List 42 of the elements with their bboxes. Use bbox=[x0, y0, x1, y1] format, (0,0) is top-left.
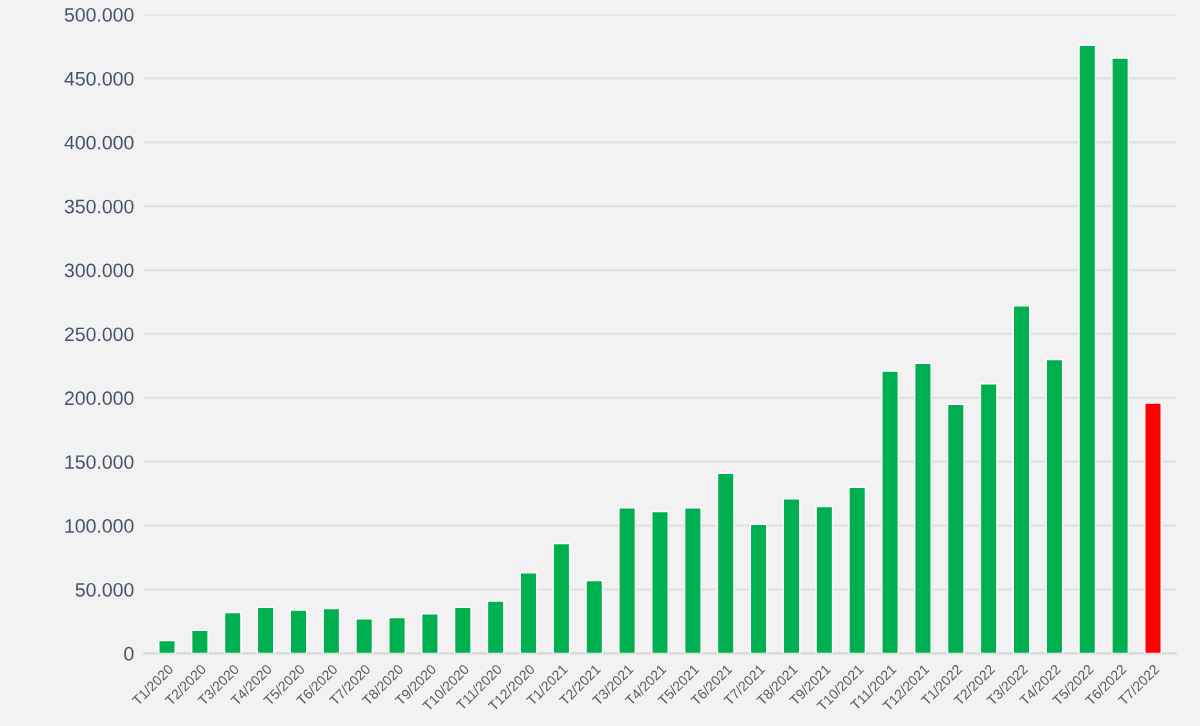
bar bbox=[388, 616, 406, 654]
bar bbox=[421, 613, 439, 654]
bar bbox=[585, 579, 604, 654]
bar bbox=[453, 606, 472, 654]
bar bbox=[651, 510, 669, 654]
y-tick-label: 300.000 bbox=[64, 263, 134, 278]
bar bbox=[749, 523, 768, 654]
bar bbox=[1111, 57, 1130, 654]
y-tick-label: 200.000 bbox=[64, 391, 134, 406]
bar bbox=[979, 383, 998, 654]
bar bbox=[782, 498, 801, 654]
bar bbox=[190, 629, 209, 654]
bar bbox=[716, 472, 735, 654]
bar bbox=[815, 505, 834, 654]
bar bbox=[486, 600, 505, 654]
y-tick-label: 250.000 bbox=[64, 327, 134, 342]
bar bbox=[914, 362, 932, 654]
bar bbox=[848, 486, 867, 654]
bar bbox=[618, 507, 637, 654]
y-tick-label: 0 bbox=[124, 646, 134, 661]
y-tick-label: 150.000 bbox=[65, 455, 134, 469]
y-tick-label: 400.000 bbox=[64, 135, 134, 150]
bar bbox=[1012, 305, 1031, 654]
bar bbox=[223, 611, 242, 654]
bar bbox=[1078, 44, 1097, 654]
bar bbox=[322, 607, 341, 654]
bar bbox=[552, 542, 571, 654]
bar bbox=[946, 403, 965, 654]
bar bbox=[881, 370, 899, 654]
bar bbox=[1144, 402, 1162, 654]
bar bbox=[256, 606, 275, 654]
y-tick-label: 50.000 bbox=[75, 582, 134, 597]
y-tick-label: 500.000 bbox=[64, 7, 134, 22]
y-tick-label: 450.000 bbox=[64, 71, 134, 86]
bar bbox=[355, 618, 374, 654]
bar bbox=[158, 639, 176, 654]
bar bbox=[1045, 358, 1064, 654]
y-tick-label: 350.000 bbox=[64, 199, 134, 214]
bar bbox=[289, 609, 308, 654]
bar bbox=[519, 572, 538, 654]
y-tick-label: 100.000 bbox=[65, 519, 134, 533]
bar bbox=[683, 507, 702, 654]
